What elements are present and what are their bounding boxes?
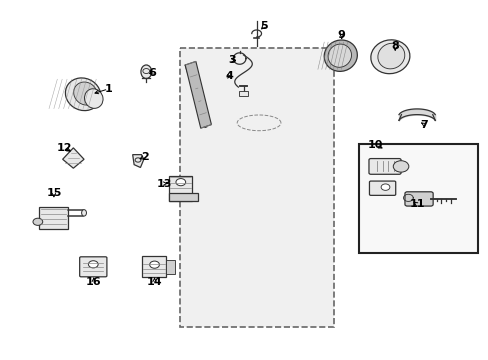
Text: 1: 1 bbox=[104, 84, 112, 94]
Ellipse shape bbox=[324, 40, 357, 71]
Bar bbox=[358, 144, 477, 253]
Text: 4: 4 bbox=[224, 71, 232, 81]
Text: 2: 2 bbox=[141, 152, 148, 162]
FancyBboxPatch shape bbox=[368, 158, 400, 174]
Text: 8: 8 bbox=[390, 41, 398, 51]
Text: 5: 5 bbox=[260, 21, 267, 31]
Bar bbox=[142, 256, 165, 277]
Text: 3: 3 bbox=[228, 55, 236, 65]
Text: 15: 15 bbox=[46, 188, 61, 198]
Text: 16: 16 bbox=[86, 277, 102, 287]
Text: 11: 11 bbox=[408, 199, 424, 209]
Ellipse shape bbox=[370, 40, 409, 74]
Circle shape bbox=[33, 218, 42, 225]
Ellipse shape bbox=[84, 89, 103, 108]
Bar bbox=[39, 207, 67, 229]
Polygon shape bbox=[185, 62, 211, 128]
Ellipse shape bbox=[65, 78, 101, 111]
Ellipse shape bbox=[74, 82, 97, 105]
Bar bbox=[169, 193, 198, 202]
Text: 14: 14 bbox=[146, 277, 162, 287]
Ellipse shape bbox=[327, 44, 351, 67]
Circle shape bbox=[392, 161, 408, 172]
Circle shape bbox=[380, 184, 389, 190]
Polygon shape bbox=[132, 155, 143, 167]
Ellipse shape bbox=[377, 43, 404, 69]
Text: 12: 12 bbox=[57, 143, 72, 153]
Bar bbox=[165, 260, 175, 274]
FancyBboxPatch shape bbox=[404, 192, 432, 206]
Bar bbox=[169, 176, 192, 202]
Text: 13: 13 bbox=[156, 179, 172, 189]
Polygon shape bbox=[180, 48, 334, 327]
Circle shape bbox=[149, 261, 159, 268]
FancyBboxPatch shape bbox=[369, 181, 395, 195]
Bar bbox=[238, 91, 248, 96]
Text: 6: 6 bbox=[148, 68, 156, 78]
FancyBboxPatch shape bbox=[80, 257, 107, 277]
Text: 7: 7 bbox=[420, 120, 427, 130]
Circle shape bbox=[176, 179, 185, 186]
Text: 10: 10 bbox=[367, 140, 383, 150]
Circle shape bbox=[88, 261, 98, 268]
Ellipse shape bbox=[141, 65, 151, 78]
Polygon shape bbox=[62, 148, 84, 168]
Ellipse shape bbox=[81, 210, 86, 216]
Text: 9: 9 bbox=[337, 30, 345, 40]
